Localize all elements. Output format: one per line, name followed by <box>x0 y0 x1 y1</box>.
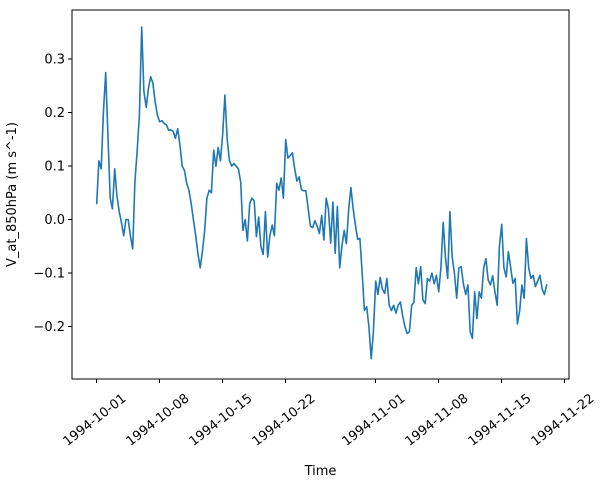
y-tick-label: 0.3 <box>44 53 65 68</box>
y-tick-label: −0.2 <box>33 320 65 335</box>
y-axis-title: V_at_850hPa (m s^-1) <box>5 122 20 267</box>
y-tick-label: 0.1 <box>44 160 65 175</box>
x-axis-title: Time <box>304 464 337 479</box>
data-line <box>95 26 548 360</box>
y-axis-ticks: 0.3 0.2 0.1 0.0 −0.1 −0.2 <box>33 53 72 335</box>
y-tick-label: −0.1 <box>33 267 65 282</box>
y-tick-label: 0.2 <box>44 106 65 121</box>
y-tick-label: 0.0 <box>44 213 65 228</box>
plot-area <box>71 9 570 380</box>
